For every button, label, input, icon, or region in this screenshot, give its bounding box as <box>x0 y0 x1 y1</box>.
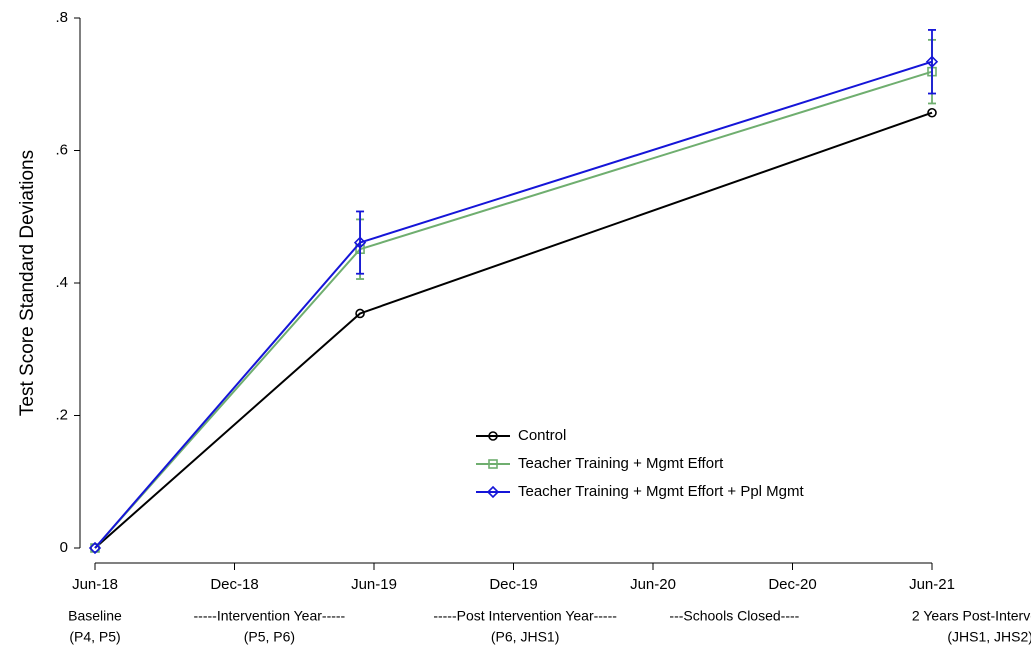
series-line <box>94 60 933 549</box>
marker <box>927 107 937 118</box>
x-tick-label: Dec-18 <box>210 576 258 593</box>
marker <box>353 236 367 249</box>
series-line <box>94 70 933 549</box>
marker <box>88 541 102 555</box>
legend-label: Control <box>518 427 566 444</box>
marker <box>355 308 365 319</box>
period-label: (P5, P6) <box>244 629 295 645</box>
legend-label: Teacher Training + Mgmt Effort + Ppl Mgm… <box>518 483 805 500</box>
x-tick-label: Dec-19 <box>489 576 537 593</box>
period-label: ---Schools Closed---- <box>669 608 799 624</box>
marker <box>925 55 939 68</box>
marker <box>486 485 500 499</box>
y-tick-label: .6 <box>55 141 68 158</box>
series-line <box>94 111 933 549</box>
x-tick-label: Dec-20 <box>768 576 816 593</box>
period-label: (JHS1, JHS2) <box>947 629 1031 645</box>
marker <box>488 431 498 441</box>
period-label: -----Intervention Year----- <box>194 608 346 624</box>
period-label: (P6, JHS1) <box>491 629 559 645</box>
y-tick-label: .4 <box>55 274 68 291</box>
period-label: 2 Years Post-Intervention <box>912 608 1031 624</box>
x-tick-label: Jun-18 <box>72 576 118 593</box>
period-label: -----Post Intervention Year----- <box>433 608 617 624</box>
x-tick-label: Jun-21 <box>909 576 955 593</box>
period-label: Baseline <box>68 608 122 624</box>
x-tick-label: Jun-19 <box>351 576 397 593</box>
y-tick-label: .8 <box>55 9 68 26</box>
legend-label: Teacher Training + Mgmt Effort <box>518 455 724 472</box>
y-tick-label: 0 <box>60 539 68 556</box>
y-axis-label: Test Score Standard Deviations <box>17 150 38 416</box>
marker <box>488 459 498 469</box>
x-tick-label: Jun-20 <box>630 576 676 593</box>
period-label: (P4, P5) <box>69 629 120 645</box>
y-tick-label: .2 <box>55 406 68 423</box>
